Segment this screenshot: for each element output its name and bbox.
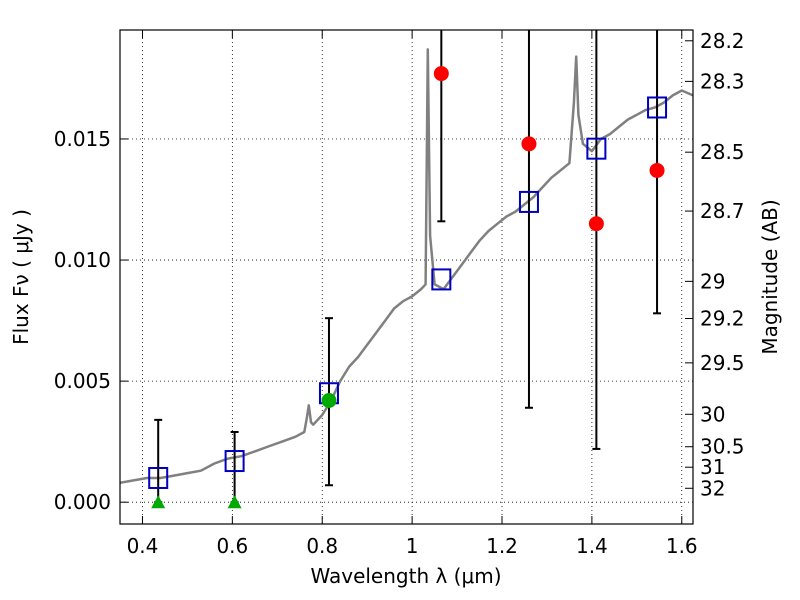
y-tick-label: 0.010 — [54, 248, 111, 272]
mag-tick-label: 29.5 — [700, 351, 745, 375]
x-tick-label: 0.6 — [216, 534, 248, 558]
axis-ticks: 0.4 0.6 0.8 1 1.2 1.4 1.6 0.000 0.005 0.010 0.015 2… — [54, 29, 745, 558]
plot-area — [120, 30, 693, 509]
mag-tick-label: 32 — [700, 476, 725, 500]
x-tick-label: 1.4 — [576, 534, 608, 558]
model-point-4 — [518, 190, 539, 213]
mag-tick-label: 28.3 — [700, 69, 745, 93]
x-tick-label: 1 — [406, 534, 419, 558]
detection-point-2 — [588, 216, 604, 232]
model-point-0 — [148, 466, 169, 489]
x-tick-label: 1.6 — [666, 534, 698, 558]
mag-tick-label: 31 — [700, 455, 725, 479]
y-tick-label: 0.015 — [54, 127, 111, 151]
y-tick-label: 0.000 — [54, 490, 111, 514]
model-point-1 — [224, 450, 245, 473]
mag-tick-label: 30.5 — [700, 435, 745, 459]
model-point-6 — [647, 96, 668, 119]
mag-tick-label: 29 — [700, 269, 725, 293]
y-tick-label: 0.005 — [54, 369, 111, 393]
x-tick-label: 1.2 — [486, 534, 518, 558]
y-axis-right-title: Magnitude (AB) — [758, 199, 782, 354]
y-axis-title: Flux Fν ( μJy ) — [9, 209, 33, 345]
plot-background — [120, 30, 693, 524]
mag-tick-label: 28.7 — [700, 199, 745, 223]
green-detection-point-0 — [321, 393, 337, 408]
mag-tick-label: 29.2 — [700, 307, 745, 331]
upper-limit-marker-0 — [151, 495, 166, 509]
detection-point-3 — [649, 162, 665, 178]
mag-tick-label: 30 — [700, 402, 725, 426]
x-tick-label: 0.8 — [306, 534, 338, 558]
mag-tick-label: 28.2 — [700, 29, 745, 53]
x-tick-label: 0.4 — [127, 534, 159, 558]
detection-point-1 — [521, 136, 537, 152]
model-point-3 — [431, 268, 452, 291]
upper-limit-marker-1 — [227, 495, 242, 509]
plot-frame — [119, 29, 694, 525]
mag-tick-label: 28.5 — [700, 140, 745, 164]
model-point-5 — [586, 137, 607, 160]
spectrum-line — [120, 48, 693, 485]
detection-point-0 — [433, 66, 449, 82]
x-axis-title: Wavelength λ (μm) — [310, 564, 501, 588]
